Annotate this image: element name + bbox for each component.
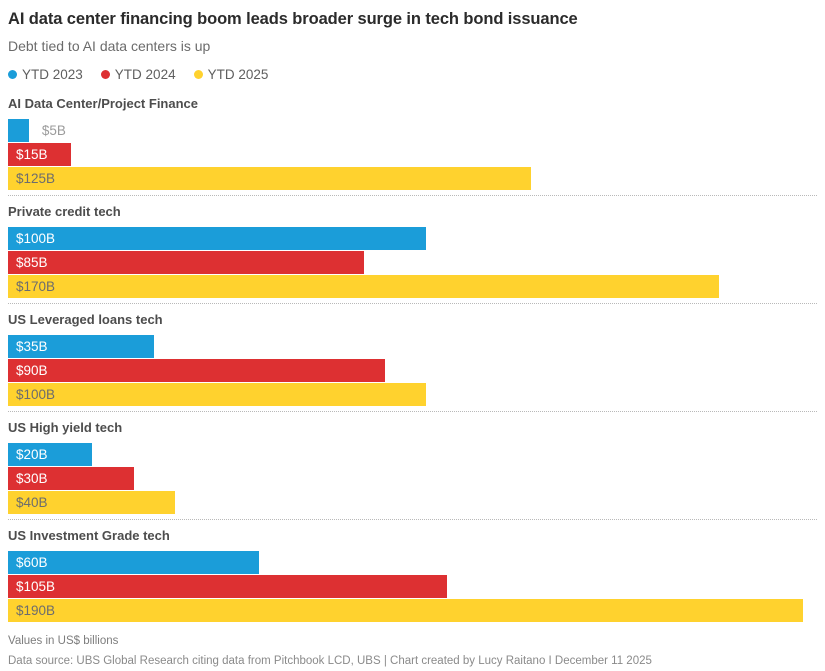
category-label: US High yield tech (8, 420, 123, 435)
chart-subtitle: Debt tied to AI data centers is up (8, 38, 211, 54)
legend: YTD 2023 YTD 2024 YTD 2025 (8, 67, 817, 82)
bar: $20B (8, 443, 92, 466)
bar: $190B (8, 599, 803, 622)
bar-value-label: $100B (16, 387, 56, 402)
bar: $105B (8, 575, 448, 598)
bars-area: $35B $90B $100B (8, 335, 803, 407)
bar-row: $40B (8, 491, 803, 515)
bar-value-label: $90B (16, 363, 48, 378)
category-group: AI Data Center/Project Finance $5B $15B $12… (8, 88, 817, 196)
bar-row: $30B (8, 467, 803, 491)
bar: $30B (8, 467, 134, 490)
bar: $15B (8, 143, 71, 166)
bar: $85B (8, 251, 364, 274)
bar-row: $60B (8, 551, 803, 575)
bar-value-label: $20B (16, 447, 48, 462)
category-label: Private credit tech (8, 204, 121, 219)
category-label: US Leveraged loans tech (8, 312, 163, 327)
category-label: US Investment Grade tech (8, 528, 170, 543)
category-group: Private credit tech $100B $85B $170B (8, 196, 817, 304)
bar-row: $90B (8, 359, 803, 383)
legend-label: YTD 2023 (22, 67, 83, 82)
units-note: Values in US$ billions (8, 635, 119, 647)
bar-value-label: $60B (16, 555, 48, 570)
bar-value-label: $40B (16, 495, 48, 510)
source-line: Data source: UBS Global Research citing … (8, 655, 652, 667)
bar: $60B (8, 551, 260, 574)
bar-row: $170B (8, 275, 803, 299)
bar: $100B (8, 227, 427, 250)
bar: $90B (8, 359, 385, 382)
chart-title: AI data center financing boom leads broa… (8, 10, 578, 28)
bar: $40B (8, 491, 176, 514)
bar-row: $20B (8, 443, 803, 467)
bars-area: $100B $85B $170B (8, 227, 803, 299)
legend-dot-icon (100, 70, 110, 79)
category-group: US Leveraged loans tech $35B $90B $100B (8, 304, 817, 412)
bar-groups: AI Data Center/Project Finance $5B $15B $12… (8, 88, 817, 623)
bar (8, 119, 29, 142)
bars-area: $5B $15B $125B (8, 119, 803, 191)
bar-row: $35B (8, 335, 803, 359)
bar-value-label: $15B (16, 147, 48, 162)
bar-value-label: $35B (16, 339, 48, 354)
bar: $125B (8, 167, 532, 190)
bar: $170B (8, 275, 720, 298)
legend-item: YTD 2024 (100, 67, 176, 82)
bar-row: $100B (8, 383, 803, 407)
category-label: AI Data Center/Project Finance (8, 96, 198, 111)
bar-row: $85B (8, 251, 803, 275)
bars-area: $60B $105B $190B (8, 551, 803, 623)
legend-item: YTD 2025 (193, 67, 269, 82)
bars-area: $20B $30B $40B (8, 443, 803, 515)
legend-label: YTD 2025 (207, 67, 269, 82)
bar-value-label: $5B (41, 123, 66, 138)
bar-row: $15B (8, 143, 803, 167)
bar-row: $100B (8, 227, 803, 251)
category-group: US Investment Grade tech $60B $105B $190B (8, 520, 817, 623)
bar: $100B (8, 383, 427, 406)
bar-value-label: $170B (16, 279, 56, 294)
bar-row: $125B (8, 167, 803, 191)
legend-item: YTD 2023 (8, 67, 83, 82)
bar-row: $190B (8, 599, 803, 623)
bar-value-label: $125B (16, 171, 56, 186)
bar-value-label: $190B (16, 603, 56, 618)
bar-value-label: $85B (16, 255, 48, 270)
legend-label: YTD 2024 (114, 67, 176, 82)
bar-row: $5B (8, 119, 803, 143)
bar-value-label: $105B (16, 579, 56, 594)
bar-row: $105B (8, 575, 803, 599)
legend-dot-icon (8, 70, 17, 79)
bar-value-label: $100B (16, 231, 56, 246)
category-group: US High yield tech $20B $30B $40B (8, 412, 817, 520)
legend-dot-icon (193, 70, 203, 79)
bar-value-label: $30B (16, 471, 48, 486)
bar: $35B (8, 335, 155, 358)
